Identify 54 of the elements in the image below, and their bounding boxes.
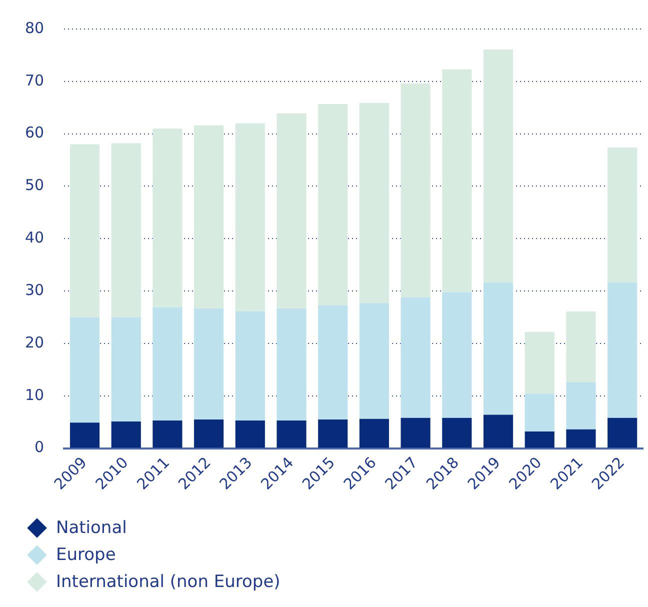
y-tick-label: 70 (24, 71, 44, 90)
bar (194, 308, 224, 420)
bar (194, 125, 224, 308)
bar (483, 414, 514, 448)
bar (483, 282, 514, 415)
bar (359, 303, 390, 419)
bar (235, 311, 265, 420)
bar (483, 49, 514, 283)
bar (70, 144, 100, 318)
bar (152, 307, 182, 420)
bar (111, 317, 141, 422)
bar (318, 419, 348, 448)
y-tick-label: 80 (24, 18, 44, 37)
bar (359, 102, 390, 304)
bar (359, 418, 390, 448)
bar (442, 418, 472, 448)
y-tick-label: 20 (24, 333, 44, 352)
bar (152, 420, 182, 448)
y-tick-label: 0 (34, 438, 44, 456)
legend-label: Europe (56, 544, 116, 564)
y-tick-label: 50 (24, 176, 44, 194)
bar (566, 311, 596, 382)
bar (70, 422, 100, 448)
bar (400, 418, 430, 448)
bar (608, 418, 638, 448)
bar (400, 297, 430, 418)
bar (318, 104, 348, 306)
bar (276, 420, 306, 448)
legend-label: National (56, 518, 127, 538)
bar (524, 394, 554, 432)
bar (524, 432, 554, 448)
y-tick-label: 60 (24, 124, 44, 142)
y-tick-label: 40 (24, 228, 44, 247)
bar (111, 143, 141, 318)
bar (111, 422, 141, 448)
bar (608, 282, 638, 418)
bar (566, 382, 596, 430)
bar (235, 420, 265, 448)
y-tick-label: 10 (24, 386, 44, 404)
bar (400, 84, 430, 298)
bar (566, 429, 596, 448)
bar (318, 305, 348, 420)
bar (608, 147, 638, 283)
bar (442, 69, 472, 292)
bar (152, 128, 182, 308)
bar (70, 317, 100, 423)
y-tick-label: 30 (24, 280, 44, 299)
bar (524, 332, 554, 394)
bar (194, 419, 224, 448)
bar (442, 292, 472, 418)
legend-label: International (non Europe) (56, 572, 280, 592)
bar (276, 308, 306, 420)
bar (235, 123, 265, 312)
bar (276, 113, 306, 308)
